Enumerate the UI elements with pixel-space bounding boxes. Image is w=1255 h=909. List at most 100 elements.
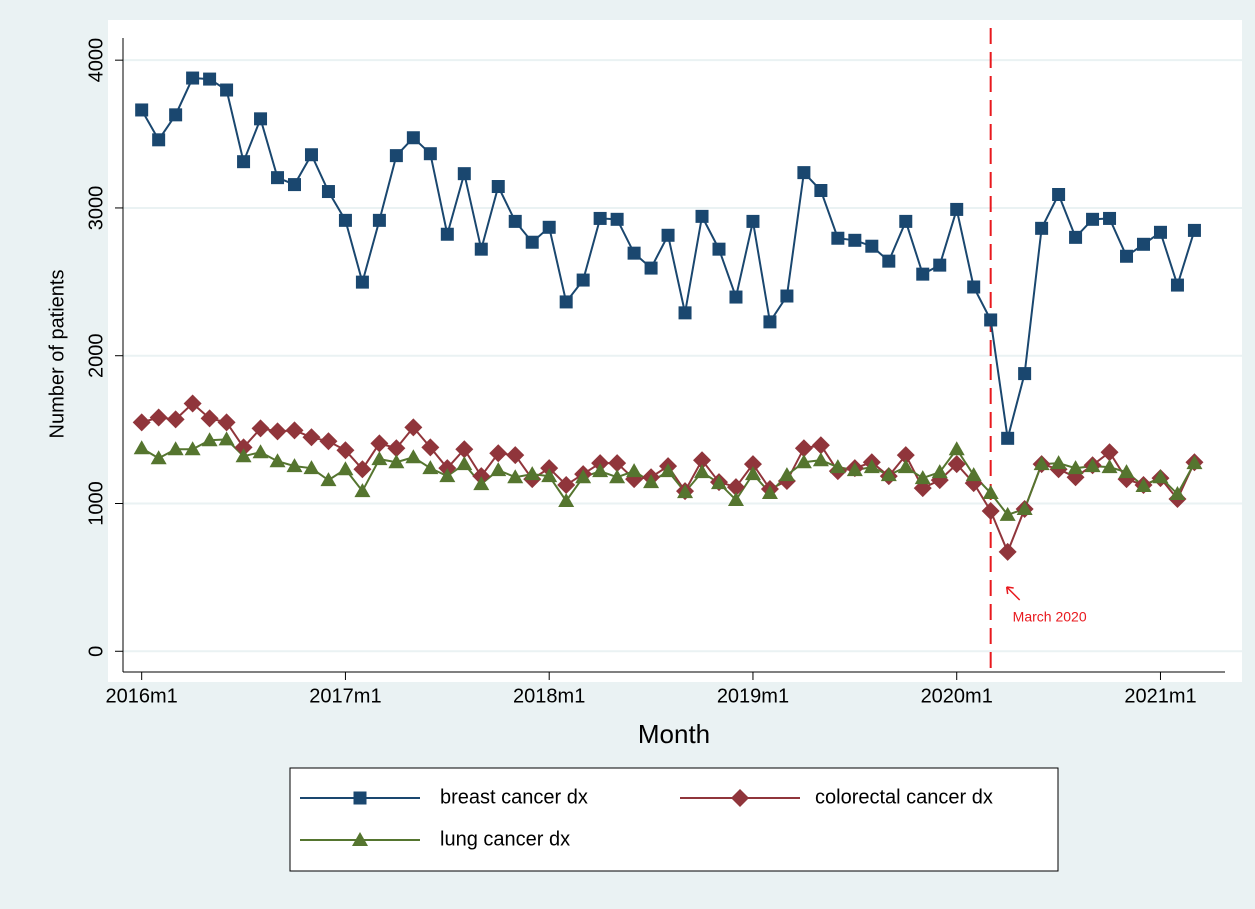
marker: [169, 108, 183, 122]
marker: [149, 408, 168, 427]
marker: [1018, 367, 1032, 381]
marker: [998, 542, 1017, 561]
marker: [677, 484, 694, 499]
marker: [491, 180, 505, 194]
marker: [761, 484, 778, 499]
marker: [251, 419, 270, 438]
marker: [643, 474, 660, 489]
marker: [184, 441, 201, 456]
marker: [644, 261, 658, 275]
marker: [133, 440, 150, 455]
marker: [1187, 223, 1201, 237]
marker: [201, 432, 218, 447]
marker: [405, 449, 422, 464]
marker: [1069, 230, 1083, 244]
marker: [135, 103, 149, 117]
marker: [490, 462, 507, 477]
y-tick-label: 4000: [85, 38, 107, 83]
marker: [950, 202, 964, 216]
marker: [319, 432, 338, 451]
marker: [744, 466, 761, 481]
y-tick-label: 0: [85, 646, 107, 657]
x-axis-title: Month: [638, 719, 710, 749]
marker: [1033, 456, 1050, 471]
marker: [1118, 464, 1135, 479]
marker: [593, 211, 607, 225]
legend: [289, 767, 1059, 872]
marker: [694, 464, 711, 479]
plot-region: [108, 20, 1242, 682]
marker: [371, 451, 388, 466]
marker: [592, 463, 609, 478]
marker: [1086, 212, 1100, 226]
marker: [489, 444, 508, 463]
marker: [896, 446, 915, 465]
marker: [389, 149, 403, 163]
marker: [797, 166, 811, 180]
marker: [729, 290, 743, 304]
marker: [727, 491, 744, 506]
marker: [474, 242, 488, 256]
marker: [338, 213, 352, 227]
marker: [880, 467, 897, 482]
marker: [794, 439, 813, 458]
marker: [710, 475, 727, 490]
marker: [541, 468, 558, 483]
marker: [982, 484, 999, 499]
marker: [268, 422, 287, 441]
marker: [882, 254, 896, 268]
marker: [218, 431, 235, 446]
marker: [967, 280, 981, 294]
marker: [321, 185, 335, 199]
marker: [1052, 187, 1066, 201]
marker: [287, 178, 301, 192]
marker: [1100, 443, 1119, 462]
marker: [525, 235, 539, 249]
marker: [355, 275, 369, 289]
marker: [576, 273, 590, 287]
marker: [948, 441, 965, 456]
marker: [220, 83, 234, 97]
marker: [1103, 211, 1117, 225]
marker: [457, 167, 471, 181]
marker: [626, 463, 643, 478]
marker: [1035, 221, 1049, 235]
marker: [423, 147, 437, 161]
marker: [947, 455, 966, 474]
legend-marker: [353, 791, 367, 805]
marker: [1084, 458, 1101, 473]
marker: [167, 441, 184, 456]
marker: [254, 112, 268, 126]
marker: [252, 444, 269, 459]
marker: [1153, 225, 1167, 239]
marker: [846, 462, 863, 477]
marker: [559, 295, 573, 309]
marker: [610, 212, 624, 226]
marker: [746, 214, 760, 228]
marker: [1186, 455, 1203, 470]
marker: [271, 171, 285, 185]
legend-label: lung cancer dx: [440, 828, 570, 850]
marker: [217, 413, 236, 432]
marker: [186, 71, 200, 85]
marker: [831, 231, 845, 245]
marker: [1120, 249, 1134, 263]
marker: [863, 459, 880, 474]
marker: [609, 469, 626, 484]
marker: [302, 428, 321, 447]
marker: [897, 459, 914, 474]
marker: [695, 209, 709, 223]
marker: [320, 472, 337, 487]
marker: [916, 267, 930, 281]
marker: [763, 315, 777, 329]
marker: [303, 460, 320, 475]
marker: [914, 470, 931, 485]
marker: [981, 502, 1000, 521]
marker: [780, 289, 794, 303]
marker: [286, 458, 303, 473]
marker: [235, 448, 252, 463]
y-tick-label: 3000: [85, 186, 107, 231]
marker: [166, 410, 185, 429]
marker: [848, 233, 862, 247]
